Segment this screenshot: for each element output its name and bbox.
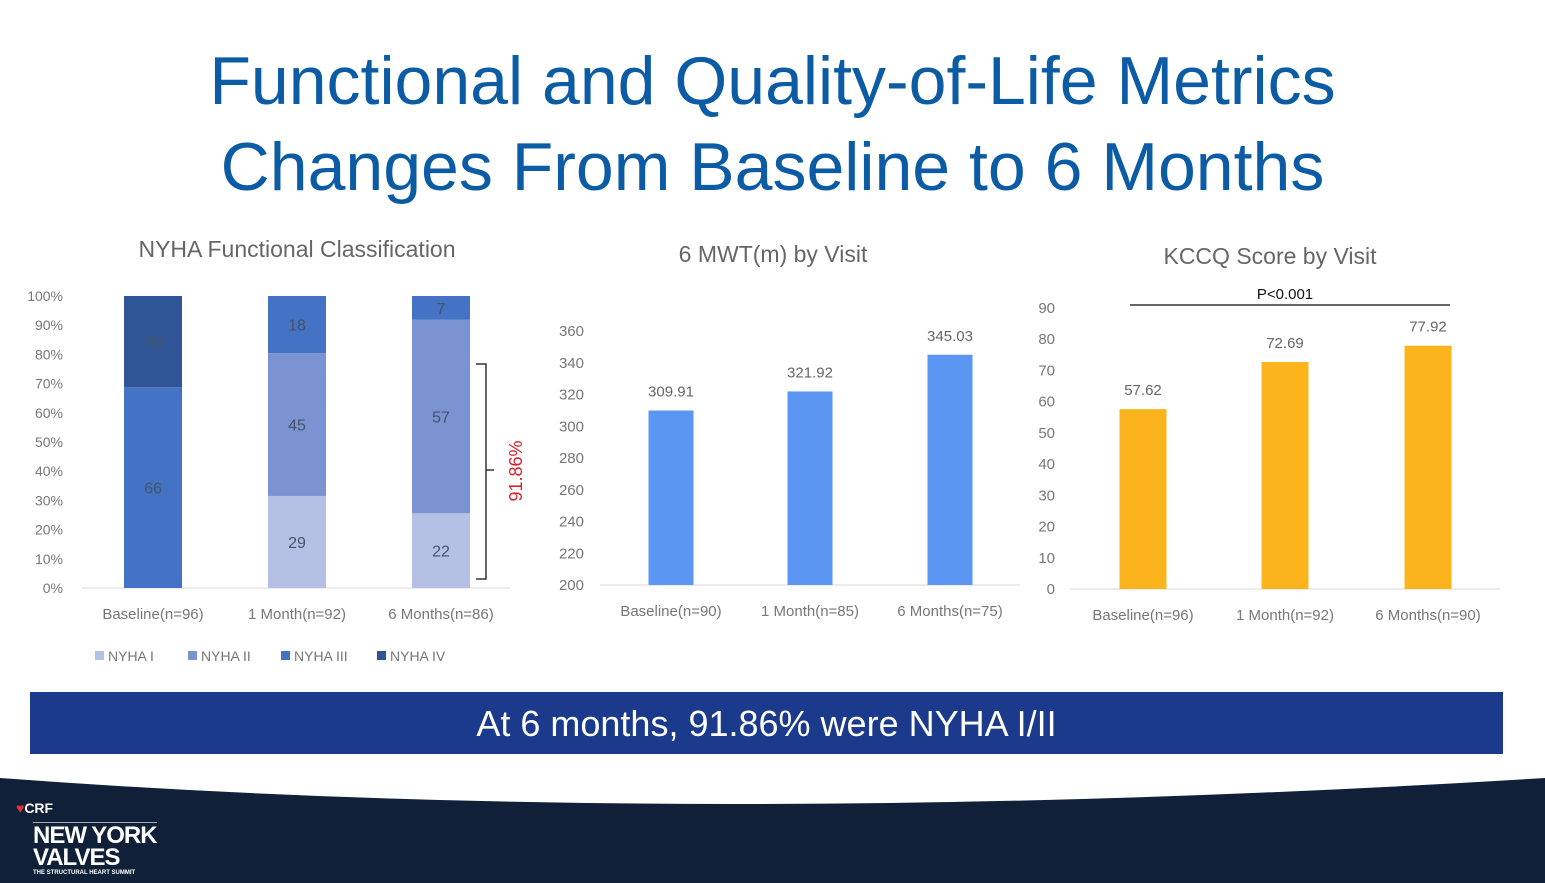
bar [648,410,694,585]
data-label: 29 [288,535,306,552]
y-tick-label: 260 [559,482,584,499]
y-tick-label: 50 [1038,425,1055,442]
chart-title: 6 MWT(m) by Visit [679,241,868,267]
heart-icon: ♥ [16,800,25,816]
x-tick-label: Baseline(n=96) [1092,607,1193,624]
x-tick-label: 6 Months(n=86) [388,606,493,623]
nyv-logo: NEW YORK VALVES THE STRUCTURAL HEART SUM… [33,822,158,878]
legend-label: NYHA II [201,648,251,664]
y-tick-label: 70 [1038,362,1055,379]
bracket [476,363,494,580]
x-tick-label: 1 Month(n=92) [248,606,346,623]
title-line-2: Changes From Baseline to 6 Months [220,129,1325,205]
x-tick-label: 1 Month(n=85) [761,603,859,620]
annotation-label: 91.86% [506,440,526,501]
y-tick-label: 80 [1038,331,1055,348]
legend-swatch [377,651,386,660]
data-label: 7 [437,301,446,318]
bar-segment [268,353,326,496]
data-label: 321.92 [787,364,833,381]
data-label: 18 [288,318,306,335]
y-tick-label: 60 [1038,394,1055,411]
legend-label: NYHA III [294,648,348,664]
y-tick-label: 360 [559,323,584,340]
data-label: 30 [144,335,162,352]
y-tick-label: 200 [559,577,584,594]
bar-segment [124,387,182,588]
y-tick-label: 100% [27,288,63,304]
y-tick-label: 30% [35,492,63,508]
x-tick-label: Baseline(n=96) [102,606,203,623]
p-value-label: P<0.001 [1257,286,1313,303]
data-label: 57.62 [1124,382,1162,399]
data-label: 57 [432,410,450,427]
legend-swatch [95,651,104,660]
data-label: 45 [288,418,306,435]
y-tick-label: 40% [35,463,63,479]
slide-title: Functional and Quality-of-Life Metrics C… [0,38,1545,210]
y-tick-label: 90 [1038,300,1055,317]
bar-segment [412,296,470,320]
chart-title: NYHA Functional Classification [138,236,455,262]
x-tick-label: 6 Months(n=90) [1375,607,1480,624]
bar-segment [124,296,182,388]
x-tick-label: Baseline(n=90) [620,603,721,620]
y-tick-label: 320 [559,387,584,404]
legend-label: NYHA IV [390,648,446,664]
y-tick-label: 20 [1038,519,1055,536]
y-tick-label: 240 [559,514,584,531]
y-tick-label: 80% [35,346,63,362]
logo-line-2: VALVES [33,844,120,871]
legend-swatch [281,651,290,660]
bar [1119,409,1167,589]
y-tick-label: 50% [35,434,63,450]
bar [1404,345,1452,589]
logo-line-1: NEW YORK [33,822,158,849]
y-tick-label: 60% [35,405,63,421]
x-tick-label: 6 Months(n=75) [897,603,1002,620]
legend-swatch [188,651,197,660]
data-label: 72.69 [1266,335,1304,352]
y-tick-label: 70% [35,376,63,392]
bar [1261,362,1309,589]
data-label: 22 [432,544,450,561]
bar-segment [268,495,326,588]
bar-segment [268,296,326,354]
crf-logo: ♥CRF [16,800,53,816]
y-tick-label: 30 [1038,487,1055,504]
y-tick-label: 40 [1038,456,1055,473]
crf-text: CRF [24,800,54,816]
y-tick-label: 280 [559,450,584,467]
y-tick-label: 10% [35,551,63,567]
data-label: 345.03 [927,328,973,345]
bar-segment [412,319,470,514]
summary-banner: At 6 months, 91.86% were NYHA I/II [30,692,1503,754]
logo-tagline: THE STRUCTURAL HEART SUMMIT [33,870,136,876]
x-tick-label: 1 Month(n=92) [1236,607,1334,624]
y-tick-label: 300 [559,418,584,435]
y-tick-label: 0 [1047,581,1055,598]
y-tick-label: 340 [559,355,584,372]
title-line-1: Functional and Quality-of-Life Metrics [209,43,1336,119]
y-tick-label: 0% [43,580,63,596]
data-label: 66 [144,481,162,498]
y-tick-label: 90% [35,317,63,333]
chart-title: KCCQ Score by Visit [1163,243,1377,269]
data-label: 309.91 [648,384,694,401]
data-label: 77.92 [1409,319,1447,336]
footer-band [0,778,1545,883]
y-tick-label: 220 [559,545,584,562]
bar-segment [412,513,470,588]
bar [787,391,833,585]
y-tick-label: 20% [35,522,63,538]
y-tick-label: 10 [1038,550,1055,567]
legend-label: NYHA I [108,648,154,664]
bar [927,354,973,585]
